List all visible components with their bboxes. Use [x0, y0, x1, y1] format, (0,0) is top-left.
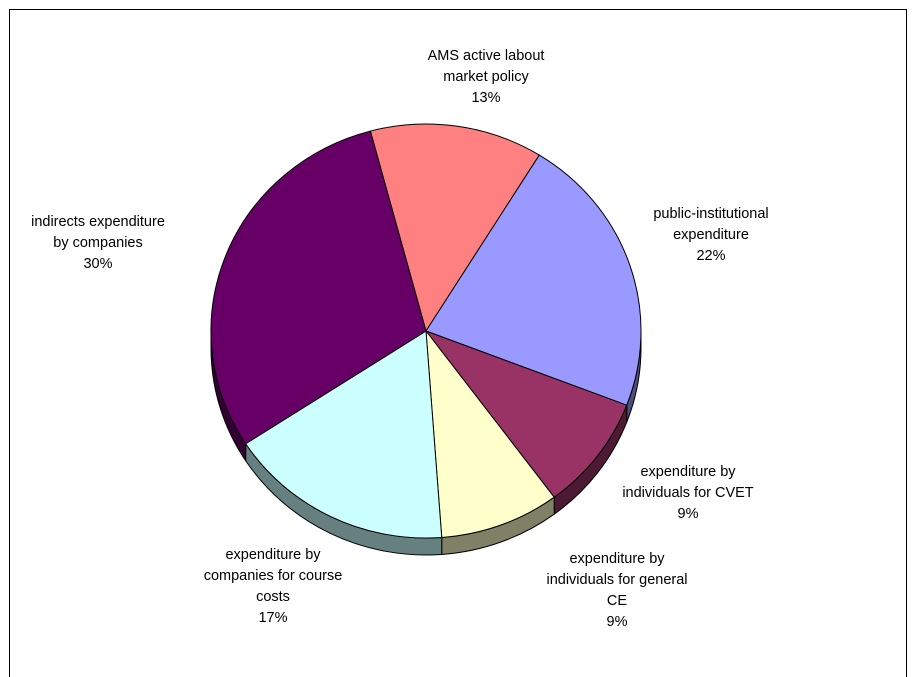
slice-label-line-1-1: expenditure: [673, 227, 749, 243]
slice-label-0: AMS active labout market policy 13%: [428, 48, 545, 106]
slice-label-line-3-1: individuals for general: [546, 572, 687, 588]
slice-percent-2: 9%: [678, 506, 699, 522]
slice-label-1: public-institutional expenditure 22%: [653, 206, 768, 264]
slice-percent-0: 13%: [471, 90, 500, 106]
pie-depth-edge: [210, 330, 642, 556]
slice-label-2: expenditure by individuals for CVET 9%: [622, 464, 753, 522]
pie-slice-2[interactable]: [425, 330, 628, 498]
slice-percent-4: 17%: [258, 610, 287, 626]
slice-label-line-2-0: expenditure by: [640, 464, 736, 480]
pie-slices: [210, 123, 642, 539]
slice-label-line-0-0: AMS active labout: [428, 48, 545, 64]
slice-label-line-3-0: expenditure by: [569, 551, 665, 567]
slice-percent-1: 22%: [696, 248, 725, 264]
slice-label-line-3-2: CE: [607, 593, 627, 609]
slice-label-line-5-0: indirects expenditure: [31, 214, 165, 230]
slice-label-line-2-1: individuals for CVET: [622, 485, 753, 501]
pie-slice-5[interactable]: [210, 130, 427, 445]
slice-labels: AMS active labout market policy 13% public-…: [31, 48, 769, 630]
pie-slice-3[interactable]: [425, 330, 555, 538]
pie-slice-1[interactable]: [425, 154, 642, 406]
slice-percent-5: 30%: [83, 256, 112, 272]
slice-label-line-0-1: market policy: [443, 69, 529, 85]
slice-label-line-1-0: public-institutional: [653, 206, 768, 222]
pie-slice-0[interactable]: [369, 123, 540, 332]
slice-label-3: expenditure by individuals for general CE 9…: [546, 551, 687, 630]
slice-label-line-4-2: costs: [256, 589, 290, 605]
slice-label-line-4-0: expenditure by: [225, 547, 321, 563]
pie-slice-4[interactable]: [245, 330, 443, 539]
slice-label-line-4-1: companies for course: [204, 568, 343, 584]
slice-label-line-5-1: by companies: [53, 235, 142, 251]
slice-label-5: indirects expenditure by companies 30%: [31, 214, 165, 272]
slice-label-4: expenditure by companies for course costs 1…: [204, 547, 343, 626]
slice-percent-3: 9%: [607, 614, 628, 630]
